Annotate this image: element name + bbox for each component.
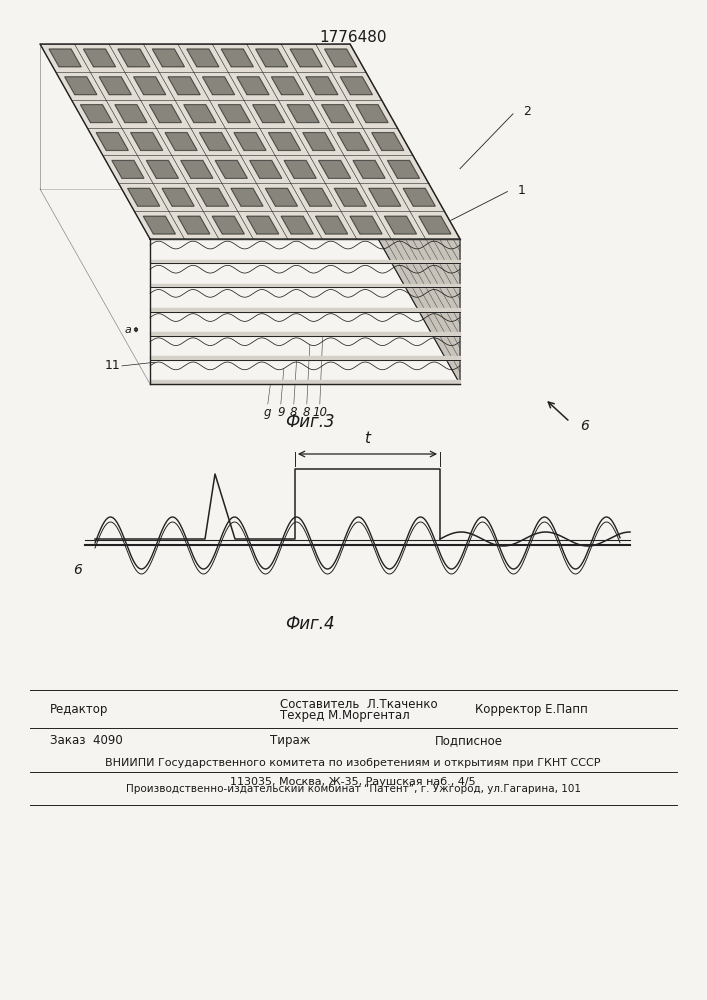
Text: Редактор: Редактор: [50, 702, 108, 716]
Polygon shape: [303, 133, 335, 150]
Polygon shape: [65, 77, 97, 95]
Polygon shape: [127, 188, 160, 206]
Polygon shape: [281, 216, 313, 234]
Polygon shape: [237, 77, 269, 95]
Polygon shape: [153, 49, 185, 67]
Polygon shape: [144, 216, 175, 234]
Polygon shape: [247, 216, 279, 234]
Text: Техред М.Моргентал: Техред М.Моргентал: [280, 709, 410, 722]
Polygon shape: [221, 49, 253, 67]
Polygon shape: [150, 284, 460, 287]
Text: 9: 9: [277, 406, 284, 419]
Polygon shape: [334, 188, 366, 206]
Polygon shape: [265, 188, 298, 206]
Text: 2: 2: [523, 105, 531, 118]
Polygon shape: [83, 49, 115, 67]
Text: 6: 6: [74, 563, 83, 577]
Polygon shape: [165, 133, 197, 150]
Polygon shape: [271, 77, 303, 95]
Text: 1776480: 1776480: [320, 29, 387, 44]
Polygon shape: [150, 332, 460, 336]
Text: 8: 8: [303, 406, 310, 419]
Polygon shape: [269, 133, 300, 150]
Polygon shape: [49, 49, 81, 67]
Polygon shape: [96, 133, 128, 150]
Text: Корректор Е.Папп: Корректор Е.Папп: [475, 702, 588, 716]
Polygon shape: [218, 105, 250, 123]
Text: Составитель  Л.Ткаченко: Составитель Л.Ткаченко: [280, 698, 438, 711]
Polygon shape: [300, 188, 332, 206]
Text: Производственно-издательский комбинат “Патент”, г. Ужгород, ул.Гагарина, 101: Производственно-издательский комбинат “П…: [126, 784, 580, 794]
Polygon shape: [150, 356, 460, 360]
Polygon shape: [134, 77, 165, 95]
Text: t: t: [365, 431, 370, 446]
Text: ВНИИПИ Государственного комитета по изобретениям и открытиям при ГКНТ СССР: ВНИИПИ Государственного комитета по изоб…: [105, 758, 601, 768]
Polygon shape: [215, 160, 247, 178]
Polygon shape: [150, 260, 460, 263]
Polygon shape: [115, 105, 147, 123]
Polygon shape: [315, 216, 348, 234]
Polygon shape: [150, 308, 460, 312]
Polygon shape: [356, 105, 388, 123]
Polygon shape: [81, 105, 112, 123]
Polygon shape: [306, 77, 338, 95]
Polygon shape: [168, 77, 200, 95]
Polygon shape: [350, 216, 382, 234]
Polygon shape: [177, 216, 210, 234]
Polygon shape: [256, 49, 288, 67]
Polygon shape: [325, 49, 357, 67]
Polygon shape: [290, 49, 322, 67]
Text: Подписное: Подписное: [435, 734, 503, 747]
Polygon shape: [319, 160, 351, 178]
Polygon shape: [287, 105, 320, 123]
Polygon shape: [112, 160, 144, 178]
Text: a: a: [124, 325, 131, 335]
Polygon shape: [353, 160, 385, 178]
Text: Тираж: Тираж: [270, 734, 310, 747]
Polygon shape: [181, 160, 213, 178]
Polygon shape: [202, 77, 235, 95]
Polygon shape: [99, 77, 132, 95]
Polygon shape: [387, 160, 419, 178]
Polygon shape: [340, 77, 373, 95]
Text: 11: 11: [104, 359, 120, 372]
Polygon shape: [350, 44, 460, 384]
Polygon shape: [131, 133, 163, 150]
Text: 10: 10: [312, 406, 327, 419]
Text: 113035, Москва, Ж-35, Раушская наб., 4/5: 113035, Москва, Ж-35, Раушская наб., 4/5: [230, 777, 476, 787]
Text: Заказ  4090: Заказ 4090: [50, 734, 123, 747]
Polygon shape: [231, 188, 263, 206]
Text: 6: 6: [580, 419, 589, 433]
Polygon shape: [419, 216, 451, 234]
Polygon shape: [199, 133, 232, 150]
Polygon shape: [385, 216, 416, 234]
Polygon shape: [197, 188, 228, 206]
Polygon shape: [149, 105, 182, 123]
Polygon shape: [403, 188, 436, 206]
Polygon shape: [150, 380, 460, 384]
Polygon shape: [337, 133, 369, 150]
Polygon shape: [250, 160, 282, 178]
Text: Фиг.3: Фиг.3: [285, 413, 335, 431]
Text: 1: 1: [518, 184, 526, 197]
Text: g: g: [264, 406, 271, 419]
Polygon shape: [234, 133, 266, 150]
Polygon shape: [40, 44, 460, 239]
Polygon shape: [284, 160, 316, 178]
Polygon shape: [118, 49, 150, 67]
Polygon shape: [184, 105, 216, 123]
Polygon shape: [187, 49, 219, 67]
Polygon shape: [252, 105, 285, 123]
Polygon shape: [322, 105, 354, 123]
Polygon shape: [369, 188, 401, 206]
Polygon shape: [162, 188, 194, 206]
Text: 8: 8: [290, 406, 298, 419]
Text: Фиг.4: Фиг.4: [285, 615, 335, 633]
Polygon shape: [212, 216, 245, 234]
Polygon shape: [146, 160, 178, 178]
Polygon shape: [372, 133, 404, 150]
